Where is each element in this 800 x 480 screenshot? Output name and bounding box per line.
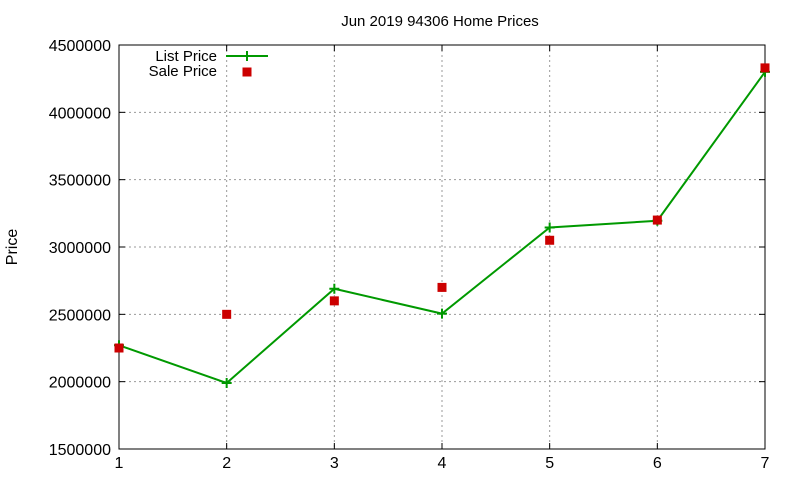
y-tick-label: 4500000 [49, 38, 111, 55]
series [114, 63, 770, 389]
y-tick-label: 3000000 [49, 240, 111, 257]
legend-label-sale-price: Sale Price [149, 63, 217, 80]
legend-marker-sale-price [242, 67, 252, 77]
sale-price-point [329, 296, 339, 306]
x-tick-label: 5 [545, 455, 554, 472]
list-price-point [544, 222, 555, 233]
sale-price-point [652, 215, 662, 225]
y-tick-label: 2500000 [49, 307, 111, 324]
y-tick-label: 2000000 [49, 375, 111, 392]
axis-ticks [118, 44, 766, 450]
legend-label-list-price: List Price [155, 48, 217, 65]
legend-marker-list-price [242, 51, 252, 61]
y-tick-label: 3500000 [49, 173, 111, 190]
list-price-point [221, 378, 232, 389]
sale-price-point [545, 235, 555, 245]
list-price-point [437, 308, 447, 319]
y-axis-title: Price [4, 229, 21, 266]
grid [119, 45, 765, 449]
x-tick-label: 2 [222, 455, 231, 472]
sale-price-point [760, 63, 770, 73]
x-tick-label: 1 [115, 455, 124, 472]
x-tick-label: 3 [330, 455, 339, 472]
x-tick-label: 7 [761, 455, 770, 472]
y-tick-label: 4000000 [49, 105, 111, 122]
x-tick-label: 6 [653, 455, 662, 472]
tick-labels: 1500000 2000000 2500000 3000000 3500000 40000… [49, 38, 770, 472]
chart-title: Jun 2019 94306 Home Prices [341, 13, 539, 30]
y-tick-label: 1500000 [49, 442, 111, 459]
sale-price-point [114, 343, 124, 353]
list-price-point [329, 283, 340, 294]
sale-price-point [437, 282, 447, 292]
sale-price-point [222, 309, 232, 319]
x-tick-label: 4 [438, 455, 447, 472]
